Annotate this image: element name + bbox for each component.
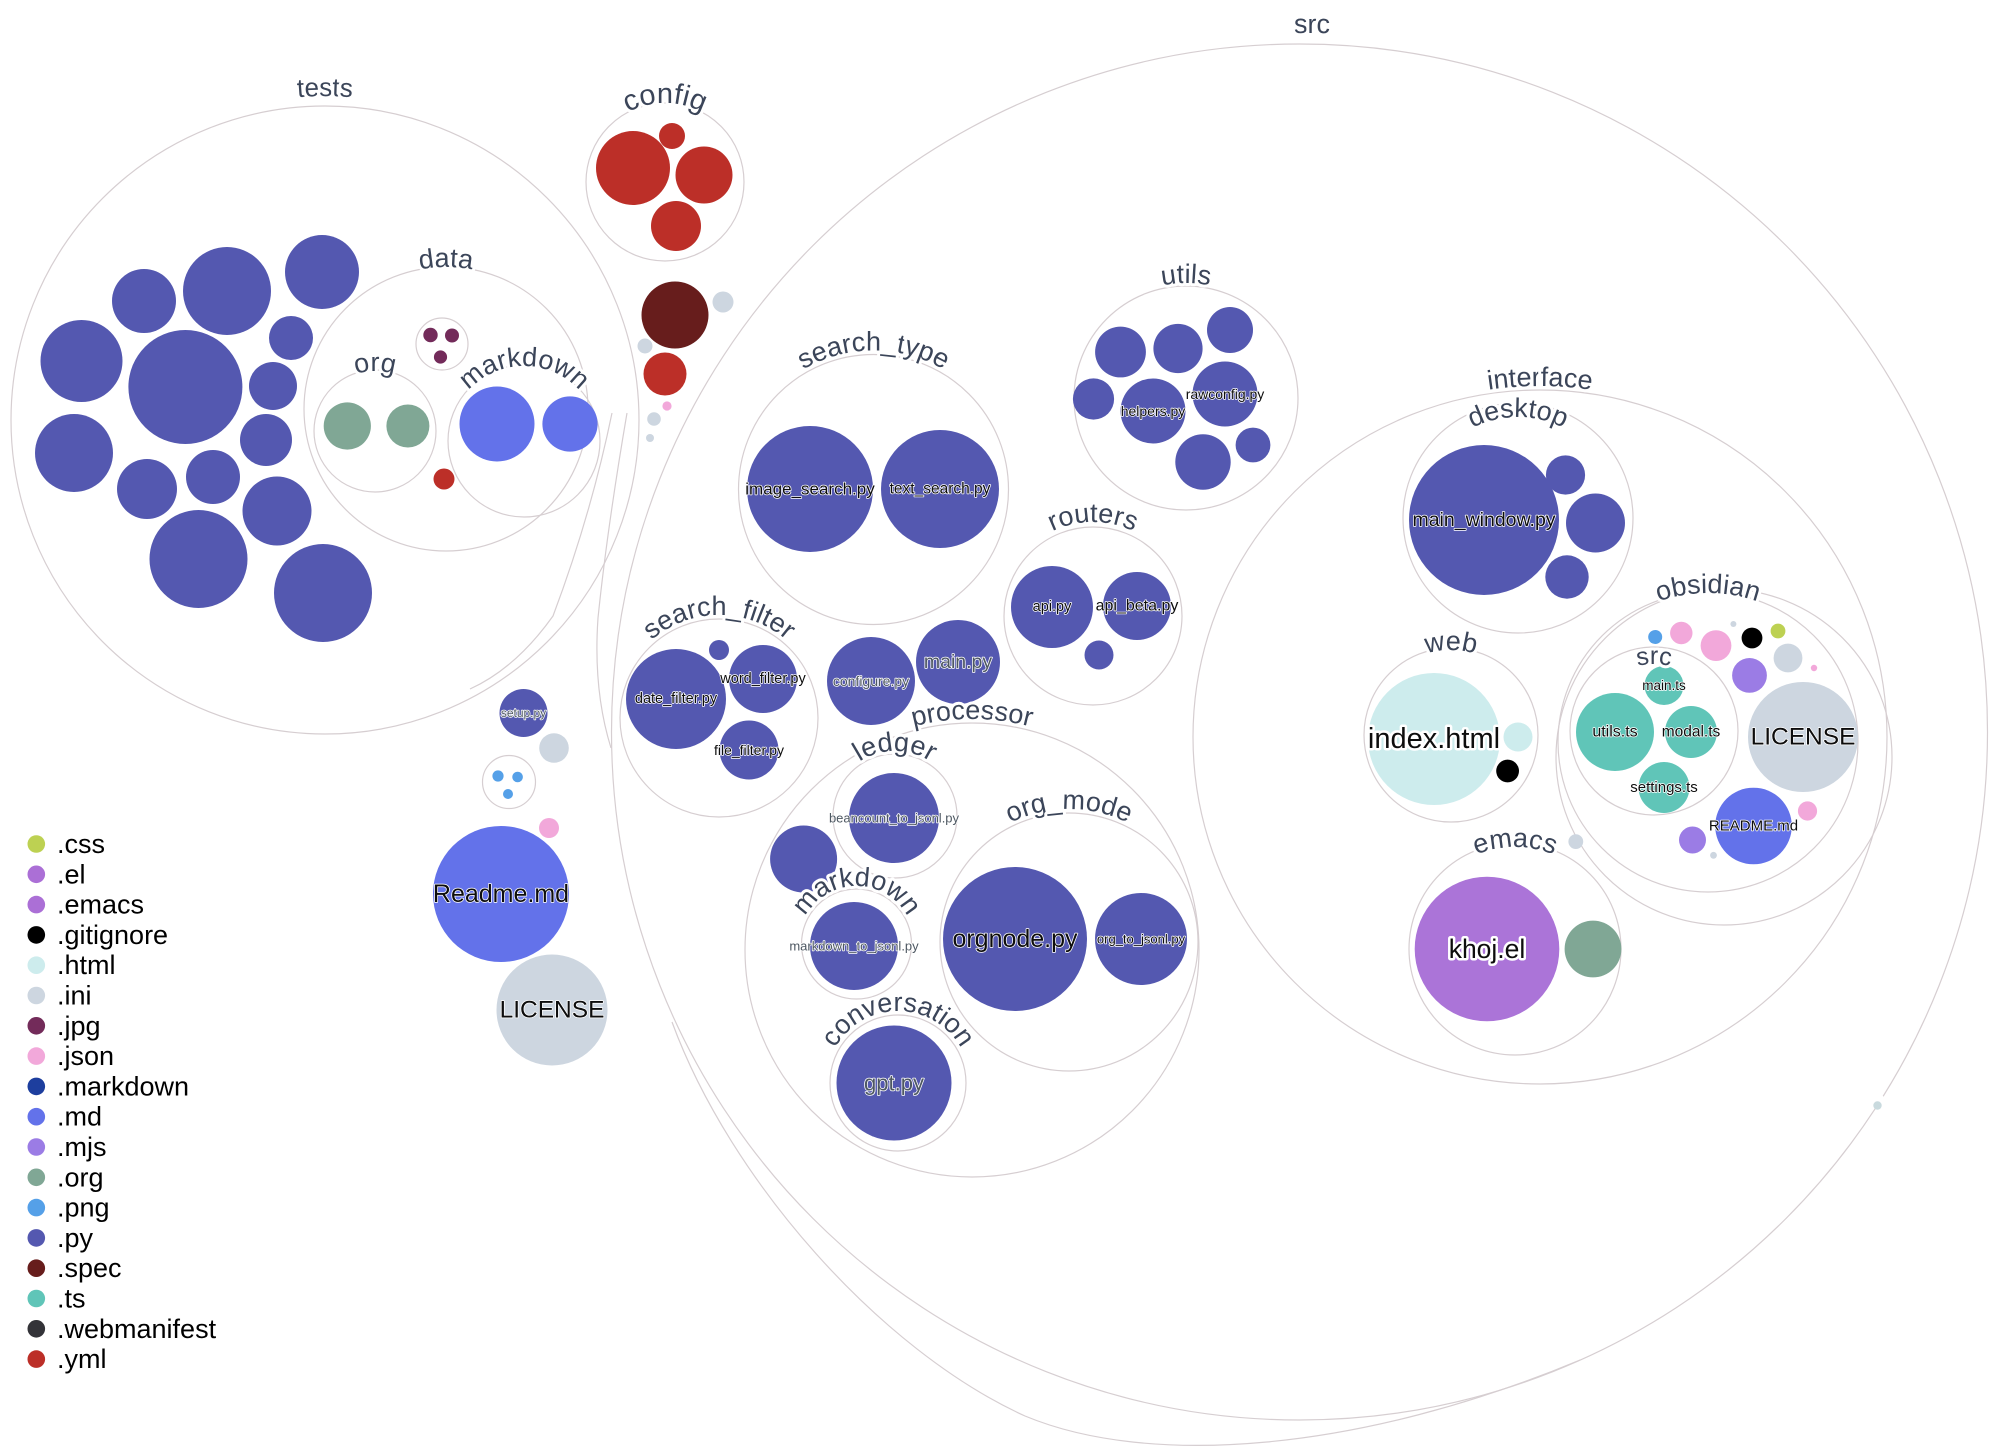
svg-text:.png: .png (57, 1193, 110, 1223)
svg-text:date_filter.py: date_filter.py (635, 691, 718, 707)
svg-text:tests: tests (296, 72, 354, 103)
svg-text:beancount_to_jsonl.py: beancount_to_jsonl.py (829, 811, 960, 826)
svg-text:.webmanifest: .webmanifest (57, 1314, 217, 1344)
svg-text:interface: interface (1485, 362, 1594, 396)
svg-text:.css: .css (57, 829, 105, 859)
svg-text:word_filter.py: word_filter.py (719, 671, 806, 687)
svg-text:web: web (1421, 626, 1480, 659)
svg-text:helpers.py: helpers.py (1121, 403, 1186, 419)
svg-text:.org: .org (57, 1162, 104, 1192)
svg-text:src: src (1294, 9, 1331, 39)
svg-text:src: src (1634, 642, 1674, 672)
svg-text:.md: .md (57, 1102, 102, 1132)
svg-text:api_beta.py: api_beta.py (1096, 598, 1179, 615)
svg-text:.py: .py (57, 1223, 94, 1253)
svg-text:.html: .html (57, 950, 116, 980)
svg-text:image_search.py: image_search.py (745, 480, 875, 499)
svg-text:settings.ts: settings.ts (1630, 779, 1698, 796)
svg-text:.yml: .yml (57, 1344, 107, 1374)
svg-text:text_search.py: text_search.py (890, 481, 991, 498)
svg-text:api.py: api.py (1033, 599, 1072, 615)
svg-text:.emacs: .emacs (57, 890, 144, 920)
svg-text:khoj.el: khoj.el (1449, 934, 1526, 964)
svg-text:Readme.md: Readme.md (433, 880, 569, 908)
svg-text:.jpg: .jpg (57, 1011, 101, 1041)
svg-text:markdown_to_jsonl.py: markdown_to_jsonl.py (789, 939, 919, 954)
svg-text:rawconfig.py: rawconfig.py (1186, 386, 1265, 402)
svg-text:utils.ts: utils.ts (1592, 724, 1637, 741)
svg-text:.ts: .ts (57, 1284, 86, 1314)
svg-text:data: data (417, 243, 477, 275)
svg-text:main_window.py: main_window.py (1412, 509, 1555, 531)
svg-text:modal.ts: modal.ts (1662, 724, 1721, 741)
svg-text:orgnode.py: orgnode.py (952, 925, 1078, 953)
svg-text:README.md: README.md (1709, 818, 1798, 835)
svg-text:main.py: main.py (924, 651, 993, 673)
svg-text:.el: .el (57, 859, 86, 889)
svg-text:.markdown: .markdown (57, 1071, 189, 1101)
svg-text:LICENSE: LICENSE (500, 997, 605, 1024)
svg-text:.ini: .ini (57, 981, 92, 1011)
svg-text:.spec: .spec (57, 1253, 122, 1283)
svg-text:.mjs: .mjs (57, 1132, 107, 1162)
svg-text:.json: .json (57, 1041, 114, 1071)
svg-text:.gitignore: .gitignore (57, 920, 168, 950)
svg-text:utils: utils (1159, 259, 1214, 291)
svg-text:org: org (351, 347, 399, 380)
svg-text:gpt.py: gpt.py (864, 1071, 924, 1096)
svg-text:index.html: index.html (1368, 723, 1500, 755)
svg-text:main.ts: main.ts (1642, 678, 1686, 693)
svg-text:configure.py: configure.py (833, 673, 909, 689)
svg-text:file_filter.py: file_filter.py (714, 742, 784, 758)
svg-text:setup.py: setup.py (501, 706, 546, 720)
svg-text:desktop: desktop (1463, 393, 1573, 433)
svg-text:org_to_jsonl.py: org_to_jsonl.py (1097, 932, 1186, 947)
svg-text:LICENSE: LICENSE (1751, 724, 1856, 751)
